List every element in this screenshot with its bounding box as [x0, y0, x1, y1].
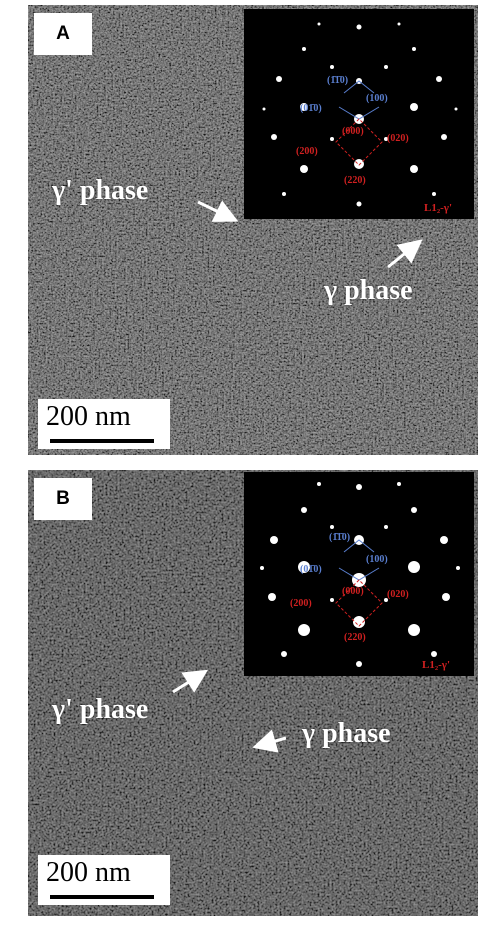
diffraction-pattern-inset: (1̄1̄0) (01̄0) (100) (000) (200) (020) (…	[244, 9, 474, 219]
index-label: (020)	[387, 589, 409, 600]
index-label: (100)	[366, 554, 388, 565]
scale-bar-line	[50, 895, 154, 899]
scale-bar: 200 nm	[38, 399, 170, 449]
index-label: (220)	[344, 632, 366, 643]
structure-label: L1₂-γ'	[424, 202, 452, 214]
index-label: (01̄0)	[300, 564, 322, 575]
index-label: (020)	[387, 133, 409, 144]
micrograph-panel-b: B (1̄1̄0) (01̄0)	[28, 470, 478, 916]
scale-bar-label: 200 nm	[46, 857, 131, 888]
panel-label: A	[34, 13, 92, 55]
gamma-phase-label: γ phase	[302, 718, 391, 749]
index-label: (01̄0)	[300, 103, 322, 114]
index-label: (200)	[296, 146, 318, 157]
gamma-phase-label: γ phase	[324, 275, 413, 306]
gamma-prime-phase-label: γ' phase	[52, 175, 149, 206]
scale-bar: 200 nm	[38, 855, 170, 905]
index-label: (200)	[290, 598, 312, 609]
panel-label: B	[34, 478, 92, 520]
index-label: (000)	[342, 126, 364, 137]
index-label: (1̄1̄0)	[329, 532, 350, 543]
index-label: (1̄1̄0)	[327, 75, 348, 86]
structure-label: L1₂-γ'	[422, 659, 450, 671]
scale-bar-line	[50, 439, 154, 443]
gamma-prime-phase-label: γ' phase	[52, 694, 149, 725]
diffraction-spots: (1̄1̄0) (01̄0) (100) (000) (200) (020) (…	[260, 482, 460, 671]
micrograph-panel-a: A (1̄1̄0) (01̄0)	[28, 5, 478, 455]
index-label: (000)	[342, 586, 364, 597]
diffraction-spots: (1̄1̄0) (01̄0) (100) (000) (200) (020) (…	[262, 22, 458, 214]
index-label: (220)	[344, 175, 366, 186]
index-label: (100)	[366, 93, 388, 104]
diffraction-pattern-inset: (1̄1̄0) (01̄0) (100) (000) (200) (020) (…	[244, 472, 474, 676]
scale-bar-label: 200 nm	[46, 401, 131, 432]
